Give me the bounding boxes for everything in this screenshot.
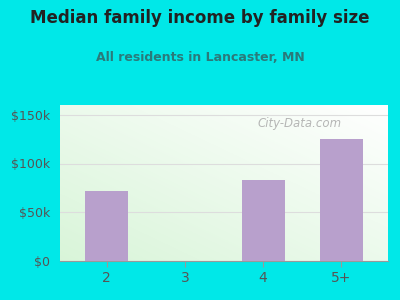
Bar — [320, 139, 363, 261]
Text: City-Data.com: City-Data.com — [257, 117, 342, 130]
Text: Median family income by family size: Median family income by family size — [30, 9, 370, 27]
Bar — [85, 191, 128, 261]
Text: All residents in Lancaster, MN: All residents in Lancaster, MN — [96, 51, 304, 64]
Bar — [242, 180, 284, 261]
